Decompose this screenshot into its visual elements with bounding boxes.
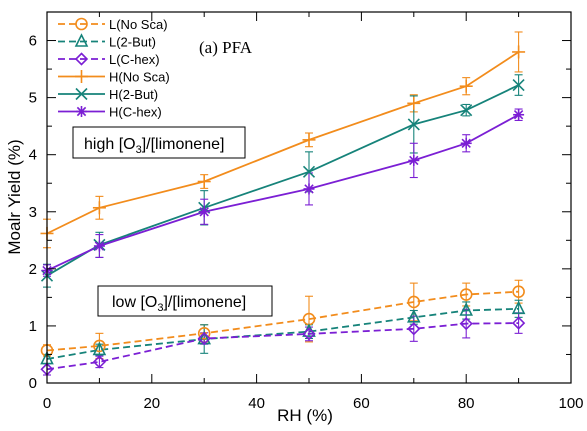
data-point	[460, 137, 472, 149]
data-point	[93, 240, 105, 252]
data-point	[511, 316, 526, 330]
data-point	[407, 309, 421, 323]
y-tick-label: 5	[29, 90, 37, 107]
data-point	[512, 45, 526, 59]
legend-marker	[75, 87, 88, 101]
series-line-2	[46, 322, 519, 371]
data-point	[92, 201, 106, 215]
legend: L(No Sca) L(2-But) L(C-hex) H(No Sca) H(2-Bu…	[58, 17, 170, 120]
legend-marker	[75, 70, 88, 83]
data-point	[408, 154, 420, 166]
y-tick-label: 3	[29, 204, 37, 221]
data-point	[198, 206, 210, 218]
data-point	[302, 133, 316, 147]
legend-entry: H(2-But)	[109, 87, 158, 102]
y-tick-label: 2	[29, 261, 37, 278]
data-point	[459, 79, 473, 93]
data-point	[302, 165, 316, 178]
data-point	[197, 327, 211, 340]
data-point	[459, 302, 473, 316]
y-tick-label: 6	[29, 33, 37, 50]
error-bar	[514, 279, 523, 304]
data-point	[197, 331, 211, 346]
data-point	[512, 285, 525, 298]
x-tick-label: 40	[248, 395, 265, 412]
legend-entry: H(No Sca)	[109, 70, 170, 85]
high-ratio-annotation: high [O3]/[limonene]	[72, 126, 246, 159]
series-markers	[40, 45, 526, 376]
x-axis-label: RH (%)	[277, 406, 333, 425]
data-point	[92, 341, 107, 356]
error-bar	[514, 312, 523, 334]
data-point	[197, 175, 211, 189]
data-point	[303, 183, 315, 195]
x-tick-label: 0	[43, 395, 51, 412]
data-point	[92, 355, 107, 369]
legend-entry: L(No Sca)	[109, 17, 168, 32]
panel-label: (a) PFA	[199, 38, 253, 57]
legend-marker	[75, 17, 88, 31]
y-tick-label: 0	[29, 375, 37, 392]
low-ratio-text: low [O3]/[limonene]	[112, 294, 246, 314]
high-ratio-box	[72, 126, 246, 159]
x-tick-label: 80	[458, 395, 475, 412]
data-point	[407, 295, 421, 309]
low-ratio-annotation: low [O3]/[limonene]	[97, 285, 273, 317]
legend-entry: L(2-But)	[109, 35, 156, 50]
legend-marker	[74, 33, 89, 47]
data-point	[93, 339, 106, 353]
legend-entry: H(C-hex)	[109, 105, 162, 120]
data-point	[459, 317, 473, 331]
data-point	[460, 104, 473, 117]
data-point	[459, 288, 473, 301]
legend-marker	[76, 106, 87, 117]
legend-marker	[74, 52, 89, 66]
y-tick-label: 1	[29, 318, 37, 335]
high-ratio-text: high [O3]/[limonene]	[84, 136, 224, 156]
x-tick-label: 100	[558, 395, 583, 412]
data-point	[511, 300, 526, 315]
series-line-0	[46, 290, 519, 352]
data-point	[302, 327, 316, 341]
x-tick-label: 20	[143, 395, 160, 412]
data-point	[407, 96, 421, 110]
data-point	[513, 109, 525, 121]
low-ratio-box	[97, 285, 273, 317]
x-tick-label: 60	[353, 395, 370, 412]
data-point	[512, 78, 525, 92]
y-tick-label: 4	[29, 147, 37, 164]
y-axis-label: Moalr Yield (%)	[5, 139, 24, 254]
data-point	[407, 118, 420, 131]
axis-ticks: 0 20 40 60 80 100 0 1 2 3 4 5 6	[29, 11, 584, 412]
data-point	[407, 322, 421, 336]
series-line-1	[46, 307, 519, 360]
legend-entry: L(C-hex)	[109, 52, 160, 67]
